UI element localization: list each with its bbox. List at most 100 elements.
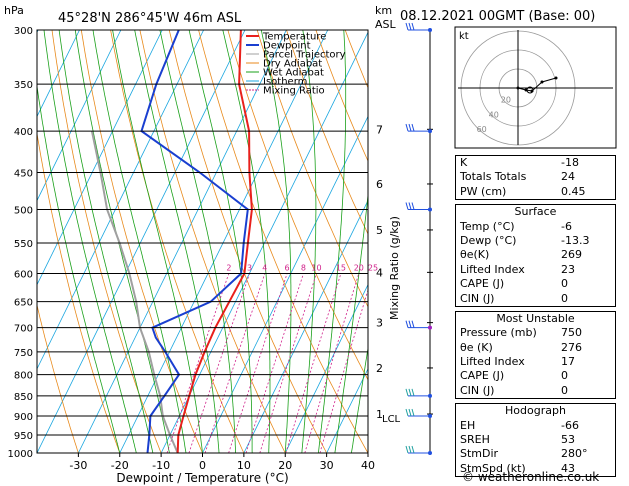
wind-barb-flag: [405, 123, 409, 132]
wind-barb-flag: [411, 123, 415, 132]
datetime-label: 08.12.2021 00GMT (Base: 00): [400, 9, 595, 24]
parcel-trajectory-line: [90, 130, 179, 453]
lcl-label: LCL: [382, 414, 401, 425]
isotherm-line: [37, 30, 122, 202]
km-tick-label: 1: [376, 408, 383, 421]
surface-row-label: CIN (J): [460, 291, 495, 305]
wind-barb-flag: [411, 320, 415, 328]
surface-row: Temp (°C) -6: [456, 220, 615, 234]
km-unit-label: km: [375, 4, 392, 17]
wind-barb-dot: [428, 325, 432, 330]
hodograph-row-label: SREH: [460, 433, 490, 447]
mixing-ratio-label: 25: [368, 264, 378, 273]
temperature-profile-line: [176, 30, 253, 453]
wind-barb-flag: [405, 445, 409, 454]
x-tick-label: 10: [237, 459, 251, 472]
wind-barb-dot: [428, 207, 432, 212]
wind-barb-flag: [408, 320, 412, 328]
mixing-ratio-axis-label: Mixing Ratio (g/kg): [388, 216, 401, 320]
copyright-footer: © weatheronline.co.uk: [462, 470, 600, 484]
wind-barb-flag: [405, 22, 409, 31]
legend-label: Dewpoint: [263, 41, 311, 52]
storm-motion-marker: [526, 86, 534, 94]
hodograph-table-block: Hodograph EH -66 SREH 53 StmDir 280° StmSpd (kt…: [455, 403, 616, 478]
hodograph-ring-label: 60: [477, 125, 487, 134]
wind-barb-flag: [411, 202, 415, 210]
surface-row: Dewp (°C) -13.3: [456, 234, 615, 248]
most-unstable-title: Most Unstable: [496, 311, 575, 325]
km-tick-label: 6: [376, 178, 383, 191]
pressure-tick-label: 850: [14, 392, 33, 403]
surface-row-value: 0: [561, 291, 568, 305]
x-tick-label: 30: [320, 459, 334, 472]
surface-row-value: -6: [561, 219, 572, 233]
surface-row-label: Temp (°C): [460, 219, 515, 233]
mixing-ratio-label: 10: [311, 264, 321, 273]
x-tick-label: 40: [361, 459, 375, 472]
most-unstable-row: Pressure (mb) 750: [456, 326, 615, 340]
pressure-tick-label: 950: [14, 431, 33, 442]
wind-barb-dot: [428, 451, 432, 455]
isotherm-line: [202, 115, 368, 453]
wet-adiabat-line: [188, 30, 253, 453]
surface-row-value: -13.3: [561, 233, 590, 247]
x-tick-label: -30: [69, 459, 87, 472]
dry-adiabat-line: [286, 30, 368, 235]
surface-row: θe(K) 269: [456, 248, 615, 262]
index-row: K -18: [456, 156, 615, 170]
km-tick-label: 5: [376, 224, 383, 237]
index-row-value: -18: [561, 156, 579, 169]
most-unstable-row-value: 17: [561, 355, 575, 369]
dry-adiabat-line: [37, 303, 79, 453]
most-unstable-row-label: CAPE (J): [460, 369, 505, 383]
x-axis-label: Dewpoint / Temperature (°C): [116, 471, 288, 485]
pressure-tick-label: 500: [14, 205, 33, 216]
isotherm-line: [37, 30, 246, 453]
most-unstable-row-value: 0: [561, 383, 568, 397]
pressure-tick-label: 900: [14, 412, 33, 423]
mixing-ratio-line: [228, 273, 288, 453]
mixing-ratio-label: 15: [336, 264, 346, 273]
index-row-value: 24: [561, 170, 575, 184]
wet-adiabat-line: [37, 83, 121, 453]
most-unstable-row-label: CIN (J): [460, 383, 495, 397]
wind-barb-flag: [405, 202, 409, 210]
hodograph-row-label: StmDir: [460, 447, 499, 461]
wind-barb-flag: [405, 320, 409, 328]
asl-unit-label: ASL: [375, 18, 397, 31]
pressure-tick-label: 300: [14, 26, 33, 37]
mixing-ratio-label: 4: [262, 264, 267, 273]
index-row-label: Totals Totals: [460, 170, 527, 184]
km-tick-label: 3: [376, 317, 383, 330]
hodograph-row: StmSpd (kt) 43: [456, 462, 615, 476]
mixing-ratio-label: 8: [301, 264, 306, 273]
mixing-ratio-label: 20: [354, 264, 364, 273]
most-unstable-row: θe (K) 276: [456, 341, 615, 355]
surface-row-label: CAPE (J): [460, 277, 505, 291]
hodograph-row: SREH 53: [456, 433, 615, 447]
mixing-ratio-line: [188, 273, 250, 453]
wind-barb-flag: [405, 388, 409, 397]
hodograph-row: EH -66: [456, 419, 615, 433]
indices-panel: K -18 Totals Totals 24 PW (cm) 0.45 Surface Te…: [455, 155, 616, 481]
wind-barb-flag: [411, 22, 415, 31]
km-tick-label: 4: [376, 266, 383, 279]
hodograph-row-value: 53: [561, 433, 575, 447]
mixing-ratio-label: 3: [247, 264, 252, 273]
pressure-tick-label: 450: [14, 168, 33, 179]
wind-barb-flag: [411, 408, 415, 417]
hodograph-ring-label: 20: [501, 96, 511, 105]
surface-row-value: 269: [561, 248, 582, 262]
surface-row: Lifted Index 23: [456, 263, 615, 277]
wind-barb-dot: [428, 393, 432, 398]
mixing-ratio-label: 6: [285, 264, 290, 273]
wind-barb-flag: [405, 408, 409, 417]
wind-barb-dot: [428, 129, 432, 134]
pressure-tick-label: 350: [14, 80, 33, 91]
hodograph-point: [516, 86, 520, 90]
pressure-tick-label: 750: [14, 348, 33, 359]
hodograph-row-value: 43: [561, 461, 575, 475]
most-unstable-row: CAPE (J) 0: [456, 369, 615, 383]
pressure-tick-label: 550: [14, 239, 33, 250]
mixing-ratio-line: [166, 273, 230, 453]
